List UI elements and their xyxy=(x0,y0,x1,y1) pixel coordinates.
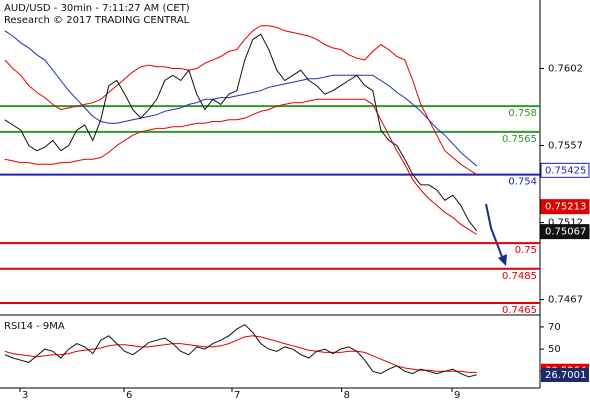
level-label: 0.758 xyxy=(508,108,537,119)
series-line xyxy=(4,324,477,378)
forecast-arrow xyxy=(485,203,505,263)
series-line xyxy=(4,98,478,235)
rsi-tick-label: 50 xyxy=(548,344,561,355)
price-tag-label: 0.75425 xyxy=(545,165,586,176)
price-tag-label: 0.75067 xyxy=(545,227,586,238)
x-tick-label: 3 xyxy=(22,390,28,400)
level-label: 0.75 xyxy=(515,245,537,256)
level-label: 0.7565 xyxy=(502,134,537,145)
level-label: 0.754 xyxy=(508,177,537,188)
x-tick-label: 7 xyxy=(234,390,240,400)
rsi-tag xyxy=(541,367,589,382)
y-tick-label: 0.7512 xyxy=(548,218,583,229)
chart-title: AUD/USD - 30min - 7:11:27 AM (CET) xyxy=(4,3,190,14)
level-label: 0.7485 xyxy=(502,271,537,282)
rsi-title: RSI14 - 9MA xyxy=(4,321,65,332)
x-tick-label: 9 xyxy=(454,390,460,400)
price-tag xyxy=(540,162,590,178)
rsi-tag-label: 26.7001 xyxy=(545,370,586,381)
price-tag xyxy=(540,224,590,240)
series-line xyxy=(4,30,478,167)
y-tick-label: 0.7557 xyxy=(548,141,583,152)
series-line xyxy=(4,33,478,232)
series-line xyxy=(4,25,478,176)
rsi-tick-label: 70 xyxy=(548,322,561,333)
price-tag xyxy=(540,199,590,215)
level-label: 0.7465 xyxy=(502,305,537,316)
chart-subtitle: Research © 2017 TRADING CENTRAL xyxy=(4,15,190,26)
y-tick-label: 0.7602 xyxy=(548,63,583,74)
y-tick-label: 0.7467 xyxy=(548,295,583,306)
x-tick-label: 8 xyxy=(344,390,350,400)
price-tag-label: 0.75213 xyxy=(545,202,586,213)
forecast-arrowhead xyxy=(498,254,507,266)
x-tick-label: 6 xyxy=(126,390,132,400)
